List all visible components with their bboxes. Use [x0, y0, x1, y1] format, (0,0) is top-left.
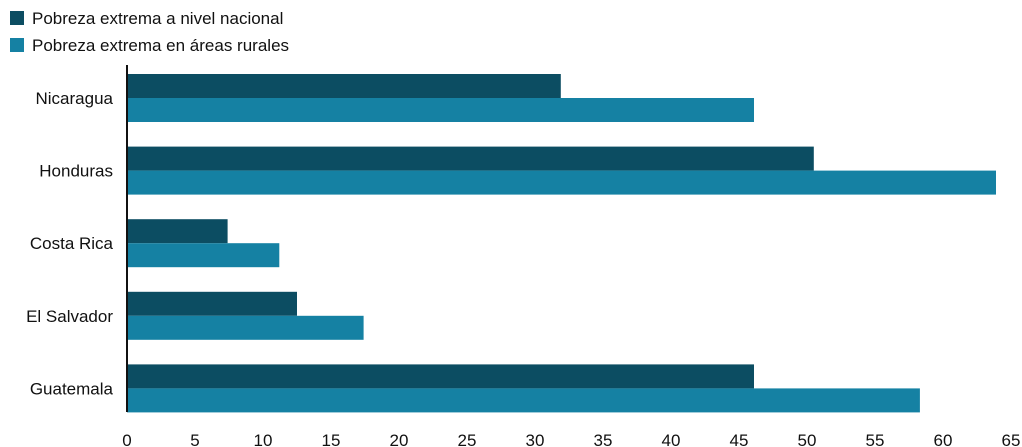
x-tick-label-60: 60 [934, 431, 953, 447]
x-tick-label-0: 0 [122, 431, 131, 447]
legend: Pobreza extrema a nivel nacional Pobreza… [10, 9, 289, 55]
bar-guatemala-rural [127, 388, 920, 413]
bar-honduras-rural [127, 170, 996, 195]
x-tick-label-45: 45 [730, 431, 749, 447]
x-tick-label-30: 30 [526, 431, 545, 447]
category-label-costa-rica: Costa Rica [30, 234, 114, 253]
x-tick-label-25: 25 [458, 431, 477, 447]
bar-el-salvador-national [127, 291, 297, 316]
category-label-nicaragua: Nicaragua [36, 89, 114, 108]
x-tick-label-35: 35 [594, 431, 613, 447]
x-tick-label-65: 65 [1002, 431, 1021, 447]
legend-label-rural: Pobreza extrema en áreas rurales [32, 36, 289, 55]
bar-costa-rica-national [127, 219, 228, 244]
legend-swatch-national [10, 11, 24, 25]
x-tick-labels: 0 5 10 15 20 25 30 35 40 45 50 55 60 65 [122, 431, 1020, 447]
x-tick-label-10: 10 [254, 431, 273, 447]
x-tick-label-50: 50 [798, 431, 817, 447]
x-tick-label-40: 40 [662, 431, 681, 447]
bar-el-salvador-rural [127, 315, 364, 340]
bar-honduras-national [127, 146, 814, 171]
bar-nicaragua-rural [127, 98, 754, 122]
bar-nicaragua-national [127, 74, 561, 98]
category-label-honduras: Honduras [39, 162, 113, 181]
legend-label-national: Pobreza extrema a nivel nacional [32, 9, 283, 28]
x-tick-label-55: 55 [866, 431, 885, 447]
category-labels: Nicaragua Honduras Costa Rica El Salvador Gu… [26, 89, 113, 398]
category-label-el-salvador: El Salvador [26, 307, 113, 326]
x-tick-label-15: 15 [322, 431, 341, 447]
bars-group [127, 74, 996, 413]
x-tick-label-5: 5 [190, 431, 199, 447]
bar-guatemala-national [127, 364, 754, 389]
bar-costa-rica-rural [127, 243, 280, 268]
category-label-guatemala: Guatemala [30, 379, 114, 398]
legend-swatch-rural [10, 38, 24, 52]
x-tick-label-20: 20 [390, 431, 409, 447]
